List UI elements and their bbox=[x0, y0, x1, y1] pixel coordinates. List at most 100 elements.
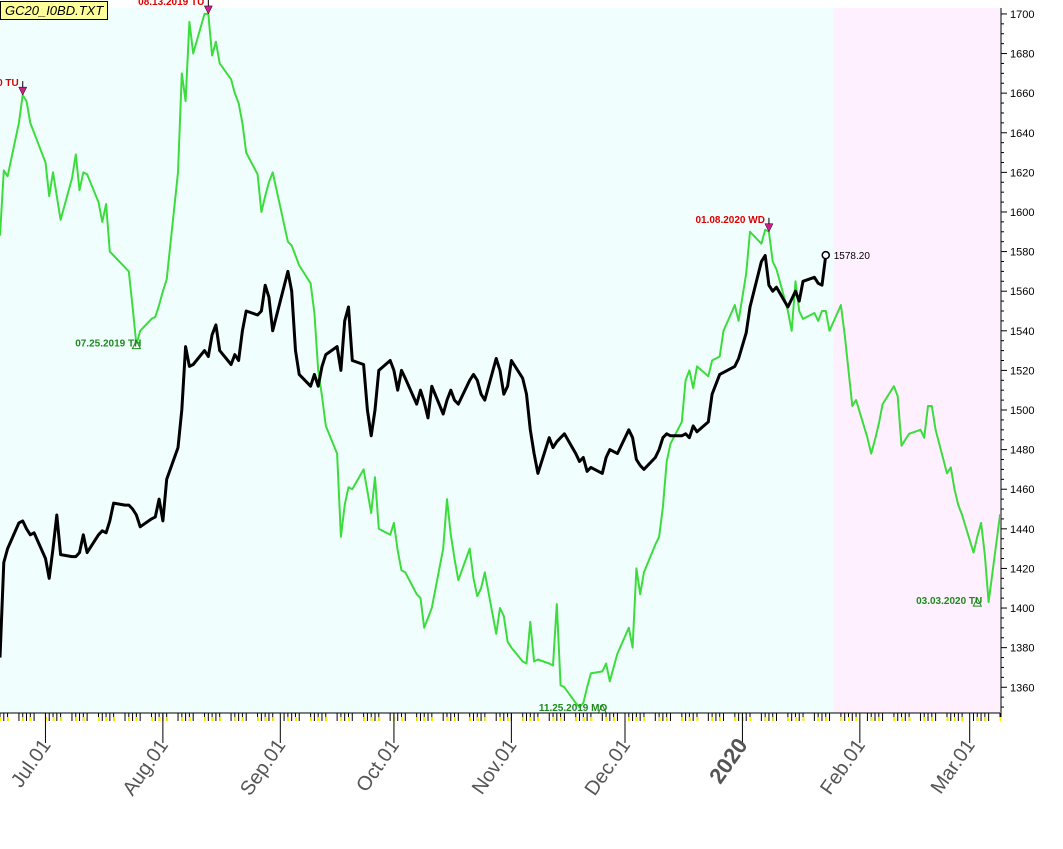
x-day-mark bbox=[666, 717, 669, 721]
x-day-mark bbox=[257, 717, 260, 721]
x-day-mark bbox=[128, 717, 131, 721]
x-day-mark bbox=[310, 717, 313, 721]
high-marker-arrow bbox=[764, 223, 774, 233]
x-day-mark bbox=[923, 717, 926, 721]
x-day-mark bbox=[847, 717, 850, 721]
x-day-mark bbox=[499, 717, 502, 721]
x-tick-label: Oct.01 bbox=[352, 735, 404, 796]
y-tick-label: 1500 bbox=[1010, 405, 1034, 417]
y-tick-label: 1460 bbox=[1010, 484, 1034, 496]
y-tick-label: 1700 bbox=[1010, 9, 1034, 21]
x-day-mark bbox=[219, 717, 222, 721]
x-day-mark bbox=[469, 717, 472, 721]
y-tick-label: 1520 bbox=[1010, 365, 1034, 377]
x-day-mark bbox=[135, 717, 138, 721]
y-tick-label: 1380 bbox=[1010, 643, 1034, 655]
chart-title: GC20_I0BD.TXT bbox=[0, 1, 109, 20]
x-day-mark bbox=[825, 717, 828, 721]
x-day-mark bbox=[658, 717, 661, 721]
y-tick-label: 1360 bbox=[1010, 682, 1034, 694]
x-day-mark bbox=[954, 717, 957, 721]
x-day-mark bbox=[166, 717, 169, 721]
x-day-mark bbox=[75, 717, 78, 721]
x-day-mark bbox=[764, 717, 767, 721]
x-day-mark bbox=[151, 717, 154, 721]
x-day-mark bbox=[97, 717, 100, 721]
x-day-mark bbox=[325, 717, 328, 721]
x-day-mark bbox=[204, 717, 207, 721]
x-day-mark bbox=[605, 717, 608, 721]
x-day-mark bbox=[158, 717, 161, 721]
x-day-mark bbox=[575, 717, 578, 721]
x-tick-label: Sep.01 bbox=[236, 735, 290, 800]
low-marker-arrow bbox=[131, 339, 142, 350]
chart-background-future bbox=[833, 8, 1000, 713]
x-day-mark bbox=[635, 717, 638, 721]
last-value-marker bbox=[821, 250, 831, 260]
x-day-mark bbox=[476, 717, 479, 721]
x-day-mark bbox=[999, 717, 1002, 721]
x-day-mark bbox=[317, 717, 320, 721]
x-day-mark bbox=[688, 717, 691, 721]
x-tick-label: 2020 bbox=[704, 734, 753, 788]
x-tick-label: Dec.01 bbox=[581, 735, 635, 800]
x-day-mark bbox=[60, 717, 63, 721]
series-black-line bbox=[0, 254, 828, 658]
x-day-mark bbox=[817, 717, 820, 721]
x-day-mark bbox=[401, 717, 404, 721]
x-day-mark bbox=[0, 717, 2, 721]
x-day-mark bbox=[794, 717, 797, 721]
x-day-mark bbox=[522, 717, 525, 721]
x-day-mark bbox=[340, 717, 343, 721]
x-day-mark bbox=[961, 717, 964, 721]
y-tick-label: 1640 bbox=[1010, 128, 1034, 140]
x-day-mark bbox=[241, 717, 244, 721]
x-day-mark bbox=[416, 717, 419, 721]
x-day-mark bbox=[347, 717, 350, 721]
x-tick-label: Jul.01 bbox=[7, 735, 56, 791]
x-day-mark bbox=[188, 717, 191, 721]
y-tick-label: 1660 bbox=[1010, 88, 1034, 100]
y-tick-label: 1440 bbox=[1010, 524, 1034, 536]
x-day-mark bbox=[287, 717, 290, 721]
x-day-mark bbox=[931, 717, 934, 721]
x-day-mark bbox=[454, 717, 457, 721]
x-day-mark bbox=[529, 717, 532, 721]
series-clip-group bbox=[0, 12, 1000, 709]
y-tick-label: 1480 bbox=[1010, 445, 1034, 457]
x-tick-label: Mar.01 bbox=[927, 735, 980, 798]
y-tick-label: 1620 bbox=[1010, 167, 1034, 179]
x-day-mark bbox=[984, 717, 987, 721]
x-tick-label: Aug.01 bbox=[119, 735, 173, 800]
annotations-group: 1578.20 0 TU 08.13.2019 TU 07.25.2019 TH 11.… bbox=[0, 0, 982, 714]
x-day-mark bbox=[696, 717, 699, 721]
x-day-mark bbox=[870, 717, 873, 721]
high-label: 08.13.2019 TU bbox=[138, 0, 204, 8]
x-day-mark bbox=[560, 717, 563, 721]
low-label: 11.25.2019 MO bbox=[539, 703, 608, 714]
y-tick-label: 1420 bbox=[1010, 563, 1034, 575]
series-green-line bbox=[0, 12, 1000, 709]
chart-background-past bbox=[0, 8, 834, 713]
high-marker-arrow bbox=[203, 5, 213, 15]
x-day-mark bbox=[423, 717, 426, 721]
x-day-mark bbox=[749, 717, 752, 721]
x-day-mark bbox=[901, 717, 904, 721]
x-day-mark bbox=[840, 717, 843, 721]
x-day-mark bbox=[772, 717, 775, 721]
x-day-mark bbox=[7, 717, 10, 721]
high-label: 01.08.2020 WD bbox=[695, 215, 765, 226]
x-day-mark bbox=[946, 717, 949, 721]
x-day-mark bbox=[22, 717, 25, 721]
x-day-mark bbox=[29, 717, 32, 721]
x-day-mark bbox=[711, 717, 714, 721]
x-day-mark bbox=[537, 717, 540, 721]
x-day-mark bbox=[378, 717, 381, 721]
x-day-mark bbox=[431, 717, 434, 721]
x-day-mark bbox=[82, 717, 85, 721]
x-day-mark bbox=[363, 717, 366, 721]
x-day-mark bbox=[484, 717, 487, 721]
high-label: 0 TU bbox=[0, 78, 19, 89]
x-day-mark bbox=[113, 717, 116, 721]
